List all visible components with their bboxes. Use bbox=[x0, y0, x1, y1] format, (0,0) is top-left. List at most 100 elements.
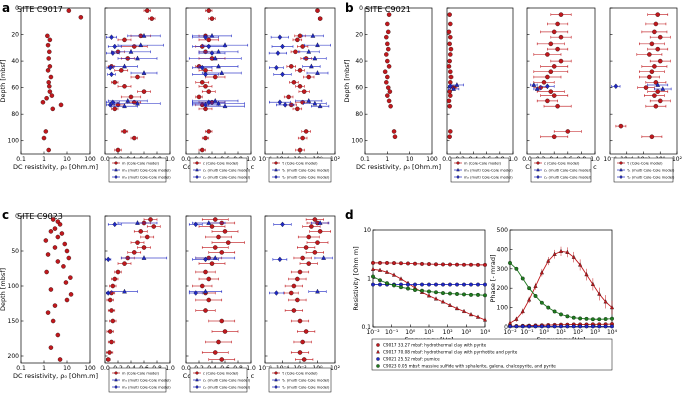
data-point bbox=[122, 63, 127, 69]
data-point bbox=[441, 262, 445, 267]
data-point bbox=[448, 46, 454, 52]
x-tick-label: 100 bbox=[426, 156, 438, 163]
legend-marker bbox=[114, 377, 118, 382]
y-tick-label: 150 bbox=[8, 318, 20, 325]
data-point bbox=[315, 8, 320, 13]
data-point bbox=[151, 224, 156, 229]
data-point bbox=[49, 93, 55, 98]
data-point bbox=[206, 89, 211, 94]
legend-label: c (Cole-Cole model) bbox=[203, 371, 239, 375]
legend-label: C9017 33.27 mbsf: hydrothermal clay with… bbox=[383, 343, 487, 348]
data-point bbox=[578, 262, 583, 267]
axes-frame bbox=[264, 7, 336, 155]
x-axis-label: DC resistivity, ρ₀ [Ohm.m] bbox=[13, 163, 98, 171]
data-point bbox=[110, 50, 116, 56]
data-point bbox=[377, 267, 383, 272]
legend-label: m₁ (multi Cole-Cole model) bbox=[122, 378, 171, 382]
data-point bbox=[219, 318, 224, 324]
data-point bbox=[212, 55, 218, 61]
data-point bbox=[385, 261, 389, 265]
legend-label: C9023 0.05 mbsf: massive sulfide with sp… bbox=[383, 364, 556, 369]
data-point bbox=[378, 260, 382, 265]
data-point bbox=[203, 84, 208, 89]
data-point bbox=[135, 55, 140, 61]
legend-marker bbox=[114, 167, 118, 172]
data-point bbox=[643, 85, 649, 90]
data-point bbox=[206, 297, 211, 303]
legend-marker bbox=[195, 174, 199, 180]
data-point bbox=[193, 290, 199, 296]
data-point bbox=[209, 16, 215, 21]
data-point bbox=[398, 276, 404, 281]
legend-marker bbox=[456, 174, 460, 180]
data-point bbox=[144, 234, 150, 240]
data-point bbox=[590, 281, 595, 286]
x-tick-label: 10⁻² bbox=[366, 329, 380, 336]
data-point bbox=[274, 64, 279, 71]
site-title-c: SITE C9023 bbox=[17, 212, 63, 221]
data-point bbox=[212, 245, 218, 250]
data-point bbox=[105, 290, 111, 296]
axes-frame bbox=[20, 215, 91, 364]
data-point bbox=[115, 147, 121, 153]
data-point bbox=[112, 80, 118, 85]
data-point bbox=[385, 281, 389, 286]
data-point bbox=[48, 74, 54, 80]
data-point bbox=[107, 350, 112, 355]
data-point bbox=[106, 357, 111, 362]
data-point bbox=[138, 229, 143, 234]
x-tick-label: 1.0 bbox=[246, 365, 256, 372]
legend-marker bbox=[114, 371, 118, 375]
data-point bbox=[514, 324, 519, 329]
data-point bbox=[291, 308, 297, 313]
x-tick-label: 1 bbox=[42, 156, 46, 163]
data-point bbox=[520, 308, 525, 314]
legend-marker bbox=[619, 174, 623, 180]
x-tick-label: 10⁻¹ bbox=[520, 329, 534, 336]
data-point bbox=[448, 93, 453, 98]
data-point bbox=[40, 99, 46, 105]
data-point bbox=[546, 258, 551, 263]
legend-label: c₂ (multi Cole-Cole model) bbox=[203, 175, 251, 179]
data-point bbox=[476, 282, 480, 287]
axes-frame bbox=[185, 7, 252, 155]
data-point bbox=[413, 282, 417, 287]
data-point bbox=[216, 339, 221, 345]
data-point bbox=[225, 240, 231, 245]
data-point bbox=[420, 261, 424, 266]
data-point bbox=[571, 315, 576, 320]
data-point bbox=[649, 69, 655, 74]
data-point bbox=[546, 324, 551, 329]
data-point bbox=[280, 43, 285, 50]
data-point bbox=[286, 94, 291, 100]
data-point bbox=[552, 251, 557, 256]
data-point bbox=[653, 80, 659, 85]
data-point bbox=[315, 42, 320, 47]
data-point bbox=[384, 80, 389, 85]
data-point bbox=[209, 261, 215, 266]
legend-label: τ₁ (multi Cole-Cole model) bbox=[282, 378, 330, 382]
axes-frame bbox=[446, 7, 514, 155]
x-tick-label: 0.0 bbox=[100, 365, 110, 372]
x-tick-label: 0.0 bbox=[181, 365, 191, 372]
data-point bbox=[45, 33, 50, 39]
legend-label: m₂ (multi Cole-Cole model) bbox=[122, 385, 171, 389]
x-axis-label: DC resistivity, ρ₀ [Ohm.m] bbox=[13, 372, 98, 380]
legend-label: τ₁ (multi Cole-Cole model) bbox=[282, 168, 330, 172]
data-point bbox=[555, 103, 560, 109]
data-point bbox=[297, 33, 303, 39]
data-point bbox=[603, 299, 608, 304]
data-point bbox=[297, 350, 303, 355]
data-point bbox=[613, 83, 619, 90]
y-tick-label: 40 bbox=[355, 58, 363, 65]
data-point bbox=[469, 282, 473, 287]
data-point bbox=[558, 248, 564, 253]
data-point bbox=[658, 34, 663, 40]
data-point bbox=[141, 255, 147, 260]
data-point bbox=[122, 261, 127, 266]
data-point bbox=[545, 98, 550, 104]
data-point bbox=[300, 255, 305, 261]
data-point bbox=[317, 103, 323, 109]
data-point bbox=[385, 41, 390, 47]
